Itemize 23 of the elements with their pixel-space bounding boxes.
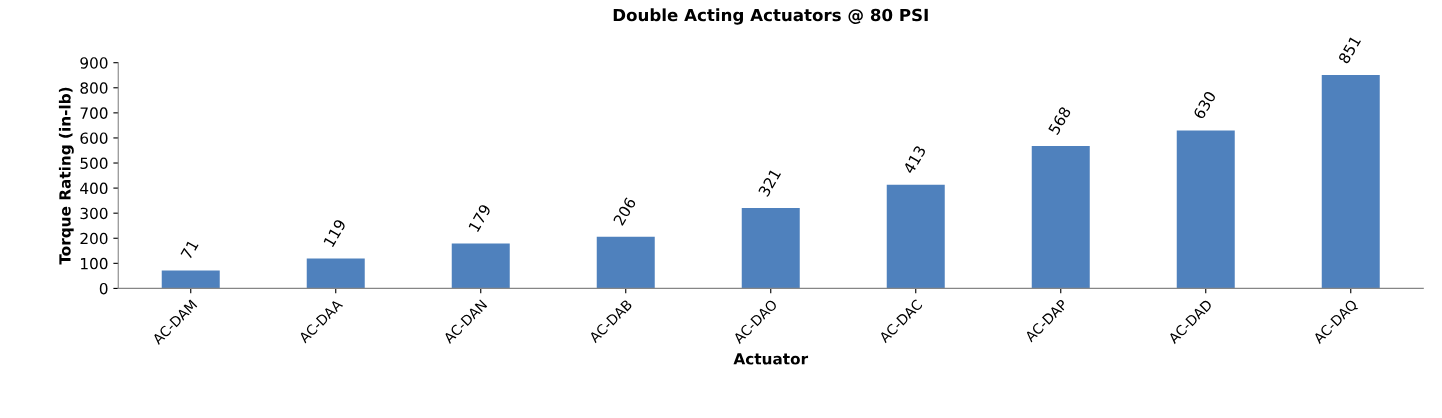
bar — [886, 184, 945, 289]
data-label: 71 — [180, 239, 199, 260]
y-tick-label: 300 — [80, 207, 108, 220]
y-tick-label: 500 — [80, 157, 108, 170]
bar — [451, 243, 510, 289]
y-tick-label: 0 — [99, 282, 108, 295]
y-tick-label: 800 — [80, 82, 108, 94]
y-tick-label: 700 — [80, 107, 108, 119]
bar — [1321, 74, 1380, 289]
y-axis-title: Torque Rating (in-lb) — [58, 87, 74, 265]
chart-title: Double Acting Actuators @ 80 PSI — [613, 8, 928, 25]
bar — [306, 258, 365, 289]
y-tick-label: 200 — [80, 232, 108, 245]
y-tick-label: 100 — [81, 257, 108, 270]
y-tick-label: 600 — [80, 132, 108, 144]
bar — [1176, 130, 1235, 289]
bar — [1031, 145, 1090, 289]
bar — [741, 207, 800, 289]
bar — [596, 236, 655, 289]
y-tick-label: 900 — [80, 57, 108, 69]
x-axis-title: Actuator — [733, 353, 809, 365]
bar — [161, 270, 220, 289]
y-tick-label: 400 — [80, 182, 108, 195]
